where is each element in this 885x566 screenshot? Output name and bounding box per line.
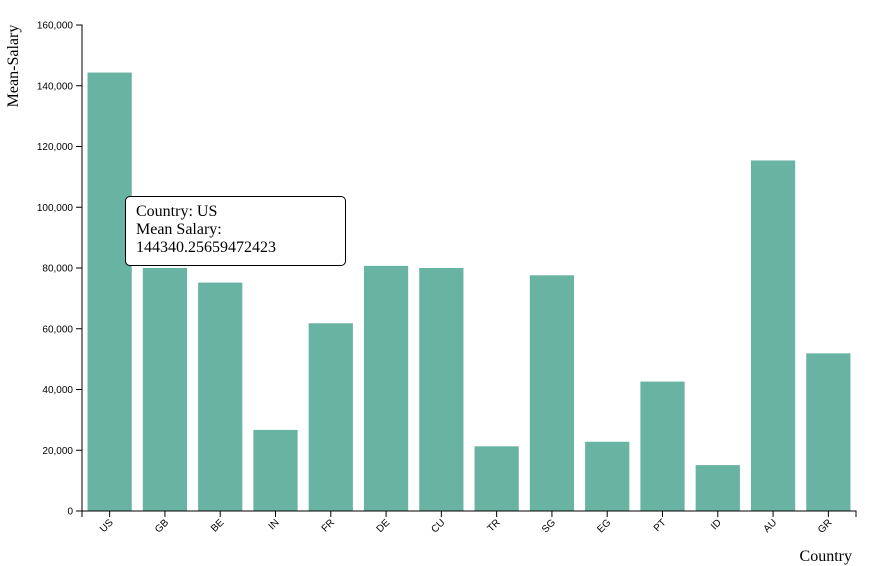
bar-gb[interactable]: [142, 268, 188, 511]
tooltip-salary-label: Mean Salary:: [136, 221, 222, 238]
x-tick-label-be: BE: [209, 517, 226, 534]
bar-cu[interactable]: [419, 268, 464, 511]
y-tick-label: 40,000: [42, 385, 73, 396]
bar-tooltip: Country: US Mean Salary: 144340.25659472…: [125, 196, 346, 266]
bar-id[interactable]: [695, 465, 740, 511]
bar-eg[interactable]: [585, 441, 630, 511]
x-tick-label-eg: EG: [595, 517, 613, 535]
y-tick-label: 120,000: [37, 142, 74, 153]
bar-au[interactable]: [750, 160, 796, 511]
x-tick-label-id: ID: [709, 517, 724, 532]
y-tick-label: 100,000: [37, 203, 74, 214]
x-tick-label-in: IN: [267, 517, 282, 532]
bar-in[interactable]: [253, 429, 298, 511]
y-axis: 0 20,000 40,000 60,000 80,000 100,000 120,000 1…: [37, 21, 83, 518]
bar-pt[interactable]: [640, 381, 685, 511]
tooltip-salary-value: 144340.25659472423: [136, 239, 276, 256]
bar-sg[interactable]: [529, 275, 575, 511]
x-tick-label-cu: CU: [429, 517, 447, 535]
y-tick-label: 20,000: [42, 446, 73, 457]
x-axis-line: [81, 510, 857, 517]
x-tick-label-tr: TR: [486, 517, 503, 534]
y-tick-label: 160,000: [37, 21, 74, 32]
x-axis: US GB BE IN FR DE CU TR SG EG PT ID AU GR: [81, 510, 857, 536]
x-tick-label-de: DE: [375, 517, 393, 535]
bar-tr[interactable]: [474, 446, 519, 511]
x-axis-title: Country: [800, 548, 852, 565]
x-tick-label-au: AU: [762, 517, 780, 535]
x-tick-label-fr: FR: [320, 517, 337, 534]
bar-us[interactable]: [87, 72, 132, 511]
y-tick-label: 0: [67, 507, 73, 518]
y-tick-label: 140,000: [37, 81, 74, 92]
y-tick-label: 80,000: [42, 264, 73, 275]
x-tick-label-sg: SG: [540, 517, 558, 535]
bar-de[interactable]: [363, 265, 409, 511]
tooltip-country: Country: US: [136, 203, 218, 220]
bar-gr[interactable]: [806, 353, 851, 511]
y-tick-label: 60,000: [42, 324, 73, 335]
x-tick-label-gb: GB: [153, 517, 171, 535]
x-tick-label-gr: GR: [816, 517, 834, 535]
bar-fr[interactable]: [308, 323, 353, 511]
x-tick-label-pt: PT: [652, 517, 669, 534]
x-tick-label-us: US: [98, 517, 116, 535]
bar-be[interactable]: [198, 282, 243, 511]
y-axis-title: Mean-Salary: [5, 25, 22, 108]
bars-layer: [87, 72, 851, 511]
